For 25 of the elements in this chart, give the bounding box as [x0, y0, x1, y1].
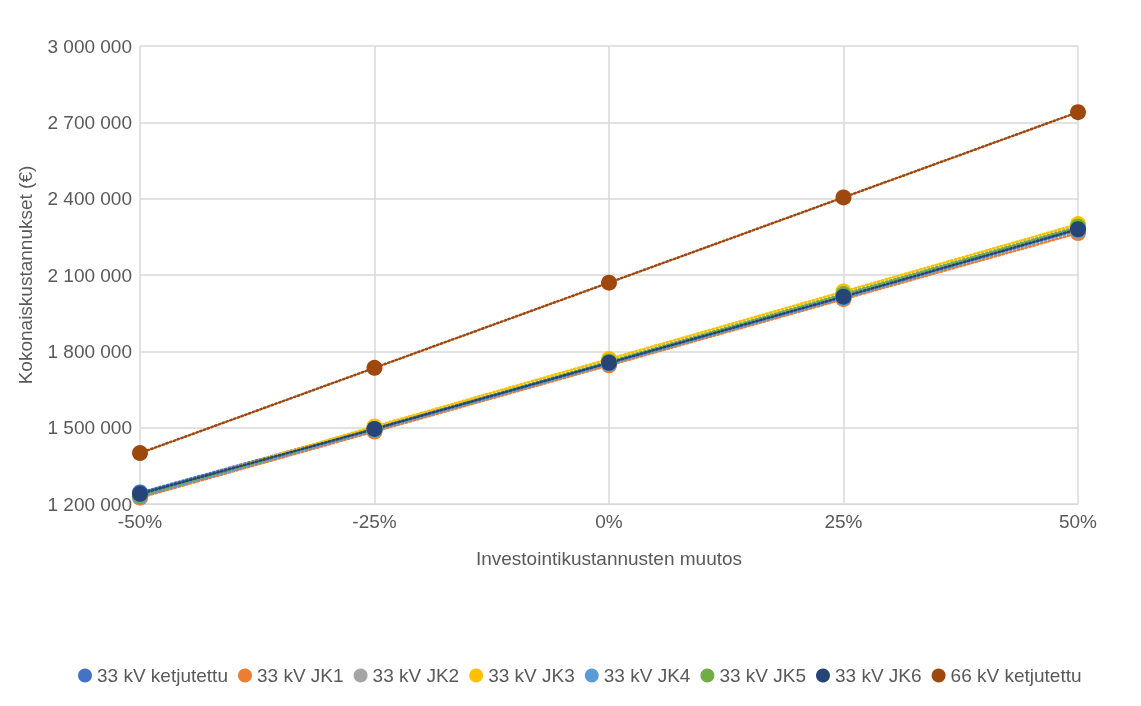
x-tick-label: 25%	[824, 511, 863, 532]
point	[132, 445, 148, 462]
y-tick-label: 2 700 000	[47, 111, 132, 133]
y-tick-label: 1 800 000	[47, 340, 132, 362]
y-tick-label: 2 400 000	[47, 188, 132, 210]
x-axis-title: Investointikustannusten muutos	[475, 548, 743, 569]
legend-label: 33 kV JK3	[488, 665, 575, 686]
legend-label: 66 kV ketjutettu	[950, 665, 1082, 686]
point	[835, 189, 852, 206]
x-tick-label: 50%	[1058, 511, 1098, 532]
point	[366, 359, 383, 376]
y-axis-title: Kokonaiskustannukset (€)	[15, 165, 36, 385]
legend-label: 33 kV ketjutettu	[97, 665, 228, 686]
legend-label: 33 kV JK5	[719, 665, 806, 686]
point	[601, 274, 617, 291]
x-tick-label: 0%	[595, 511, 623, 532]
legend-label: 33 kV JK4	[603, 665, 691, 686]
legend-label: 33 kV JK2	[372, 665, 460, 686]
y-tick-label: 1 500 000	[47, 417, 132, 439]
point	[1070, 104, 1086, 121]
y-tick-label: 2 100 000	[47, 264, 132, 286]
legend-label: 33 kV JK1	[256, 665, 344, 686]
y-tick-label: 3 000 000	[47, 35, 132, 57]
x-tick-label: -25%	[352, 511, 397, 532]
legend-label: 33 kV JK6	[834, 665, 922, 686]
